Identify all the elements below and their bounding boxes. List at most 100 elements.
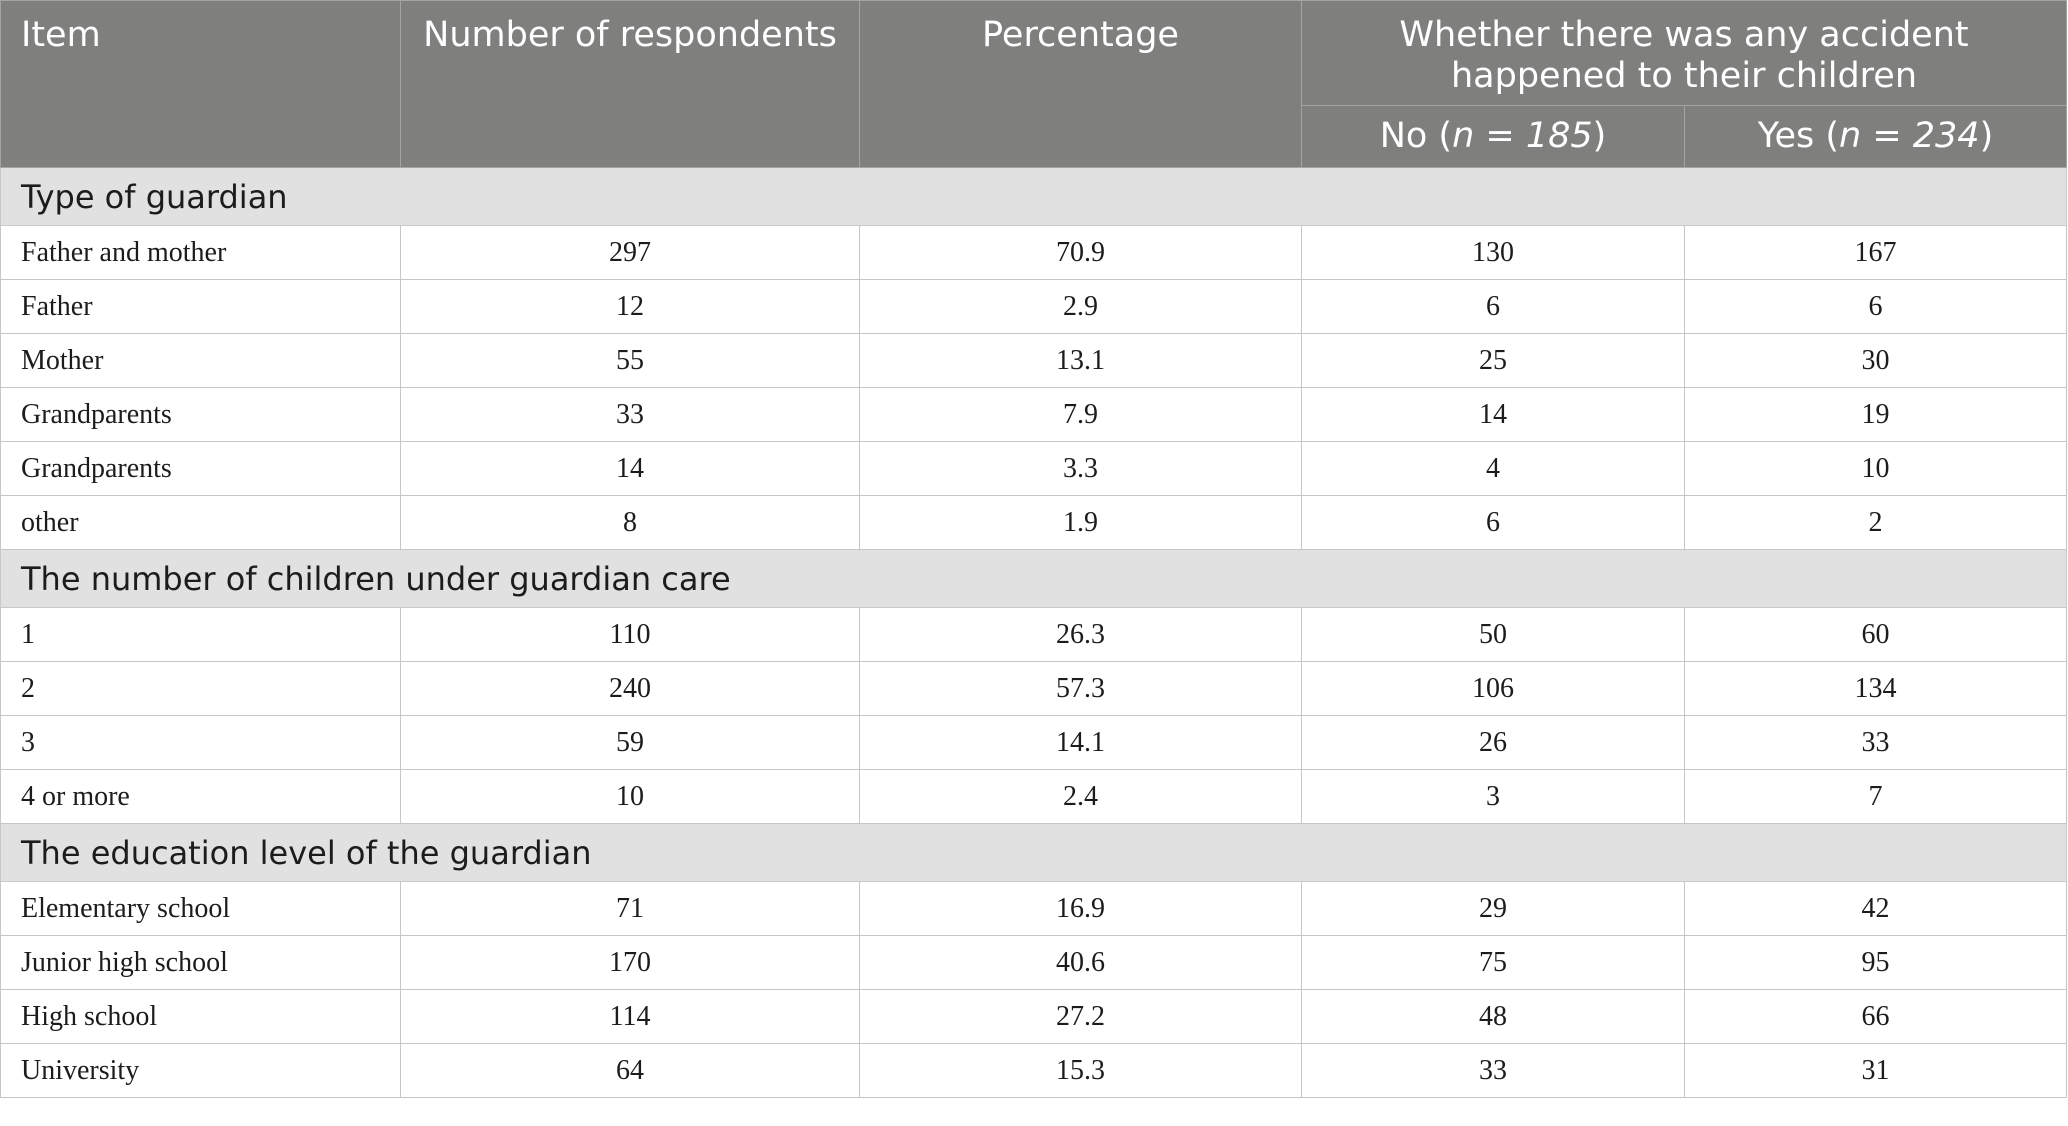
section-title: The number of children under guardian ca…: [0, 549, 2067, 608]
header-respondents: Number of respondents: [400, 0, 860, 168]
table-row: 3 59 14.1 26 33: [0, 715, 2067, 770]
cell-no: 106: [1301, 661, 1685, 716]
table-row: High school 114 27.2 48 66: [0, 989, 2067, 1044]
cell-yes: 6: [1684, 279, 2067, 334]
cell-percentage: 70.9: [859, 225, 1302, 280]
section-row: Type of guardian: [0, 167, 2067, 226]
cell-percentage: 1.9: [859, 495, 1302, 550]
cell-no: 48: [1301, 989, 1685, 1044]
cell-no: 6: [1301, 279, 1685, 334]
cell-respondents: 59: [400, 715, 860, 770]
cell-no: 29: [1301, 881, 1685, 936]
cell-yes: 66: [1684, 989, 2067, 1044]
cell-label: 4 or more: [0, 769, 401, 824]
cell-respondents: 33: [400, 387, 860, 442]
table-row: Father 12 2.9 6 6: [0, 279, 2067, 334]
cell-yes: 33: [1684, 715, 2067, 770]
cell-no: 50: [1301, 607, 1685, 662]
cell-respondents: 170: [400, 935, 860, 990]
cell-no: 4: [1301, 441, 1685, 496]
cell-yes: 2: [1684, 495, 2067, 550]
respondents-table: Item Number of respondents Percentage Wh…: [0, 0, 2067, 1098]
cell-label: 2: [0, 661, 401, 716]
cell-label: Father and mother: [0, 225, 401, 280]
cell-label: Father: [0, 279, 401, 334]
cell-label: Grandparents: [0, 387, 401, 442]
cell-respondents: 64: [400, 1043, 860, 1098]
cell-yes: 7: [1684, 769, 2067, 824]
cell-label: 3: [0, 715, 401, 770]
header-item: Item: [0, 0, 401, 168]
cell-percentage: 7.9: [859, 387, 1302, 442]
cell-label: Junior high school: [0, 935, 401, 990]
cell-percentage: 14.1: [859, 715, 1302, 770]
header-yes: Yes (n = 234): [1684, 105, 2067, 168]
table-row: Grandparents 14 3.3 4 10: [0, 441, 2067, 496]
cell-respondents: 55: [400, 333, 860, 388]
cell-respondents: 8: [400, 495, 860, 550]
table-row: Grandparents 33 7.9 14 19: [0, 387, 2067, 442]
cell-yes: 31: [1684, 1043, 2067, 1098]
cell-yes: 60: [1684, 607, 2067, 662]
header-percentage: Percentage: [859, 0, 1302, 168]
header-yes-close: ): [1979, 116, 1994, 156]
cell-label: Elementary school: [0, 881, 401, 936]
cell-yes: 10: [1684, 441, 2067, 496]
cell-percentage: 27.2: [859, 989, 1302, 1044]
cell-label: 1: [0, 607, 401, 662]
cell-percentage: 13.1: [859, 333, 1302, 388]
cell-label: University: [0, 1043, 401, 1098]
table-row: University 64 15.3 33 31: [0, 1043, 2067, 1098]
table-row: 2 240 57.3 106 134: [0, 661, 2067, 716]
cell-yes: 42: [1684, 881, 2067, 936]
cell-percentage: 3.3: [859, 441, 1302, 496]
cell-no: 3: [1301, 769, 1685, 824]
cell-yes: 19: [1684, 387, 2067, 442]
cell-label: other: [0, 495, 401, 550]
table-body: Type of guardian Father and mother 297 70.9…: [0, 167, 2067, 1098]
table-row: Elementary school 71 16.9 29 42: [0, 881, 2067, 936]
table-header: Item Number of respondents Percentage Wh…: [0, 0, 2067, 168]
section-title: Type of guardian: [0, 167, 2067, 226]
header-accident-group: Whether there was any accident happened …: [1301, 0, 2067, 106]
cell-no: 25: [1301, 333, 1685, 388]
cell-yes: 95: [1684, 935, 2067, 990]
table-row: Father and mother 297 70.9 130 167: [0, 225, 2067, 280]
table-row: Mother 55 13.1 25 30: [0, 333, 2067, 388]
table-row: Junior high school 170 40.6 75 95: [0, 935, 2067, 990]
header-yes-label: Yes (: [1757, 116, 1840, 156]
header-no: No (n = 185): [1301, 105, 1685, 168]
cell-yes: 30: [1684, 333, 2067, 388]
table-row: 1 110 26.3 50 60: [0, 607, 2067, 662]
table-row: 4 or more 10 2.4 3 7: [0, 769, 2067, 824]
cell-label: High school: [0, 989, 401, 1044]
cell-respondents: 297: [400, 225, 860, 280]
cell-respondents: 240: [400, 661, 860, 716]
cell-percentage: 57.3: [859, 661, 1302, 716]
table-row: other 8 1.9 6 2: [0, 495, 2067, 550]
cell-percentage: 16.9: [859, 881, 1302, 936]
cell-label: Grandparents: [0, 441, 401, 496]
section-row: The education level of the guardian: [0, 823, 2067, 882]
cell-yes: 167: [1684, 225, 2067, 280]
section-row: The number of children under guardian ca…: [0, 549, 2067, 608]
cell-respondents: 14: [400, 441, 860, 496]
header-no-label: No (: [1379, 116, 1453, 156]
cell-no: 26: [1301, 715, 1685, 770]
cell-percentage: 15.3: [859, 1043, 1302, 1098]
cell-percentage: 26.3: [859, 607, 1302, 662]
cell-respondents: 10: [400, 769, 860, 824]
header-no-n: n = 185: [1452, 116, 1593, 156]
cell-respondents: 71: [400, 881, 860, 936]
section-title: The education level of the guardian: [0, 823, 2067, 882]
cell-percentage: 2.4: [859, 769, 1302, 824]
cell-no: 6: [1301, 495, 1685, 550]
header-no-close: ): [1592, 116, 1607, 156]
cell-percentage: 40.6: [859, 935, 1302, 990]
cell-percentage: 2.9: [859, 279, 1302, 334]
cell-respondents: 12: [400, 279, 860, 334]
header-yes-n: n = 234: [1839, 116, 1980, 156]
cell-no: 130: [1301, 225, 1685, 280]
cell-respondents: 110: [400, 607, 860, 662]
cell-yes: 134: [1684, 661, 2067, 716]
